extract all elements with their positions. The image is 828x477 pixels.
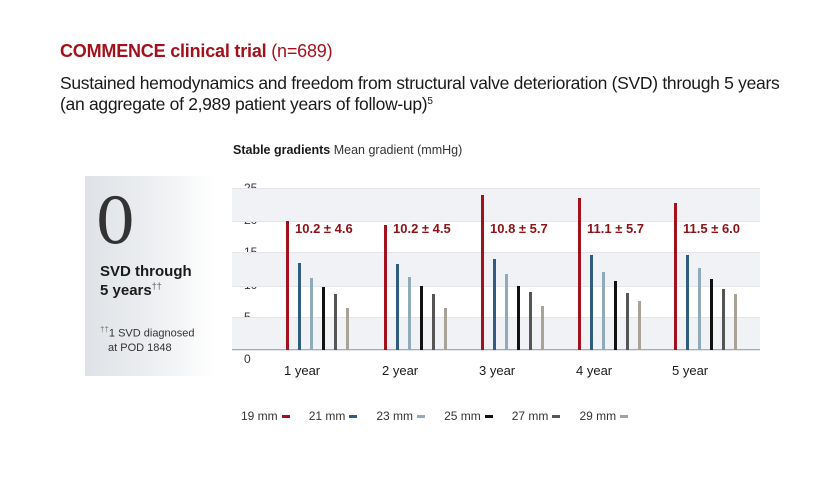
- svd-summary-panel: [85, 176, 215, 376]
- bar-29mm-4-year: [638, 301, 641, 350]
- legend-item-23mm: 23 mm: [376, 409, 426, 423]
- legend-item-21mm: 21 mm: [309, 409, 358, 423]
- x-tick-label: 5 year: [672, 363, 709, 378]
- grid-band: [232, 188, 760, 223]
- legend-item-27mm: 27 mm: [512, 409, 561, 423]
- bar-29mm-1-year: [346, 308, 349, 350]
- svd-note-line1: 1 SVD diagnosed: [108, 327, 195, 340]
- x-tick-label: 3 year: [479, 363, 516, 378]
- page-subtitle: Sustained hemodynamics and freedom from …: [60, 73, 800, 115]
- svd-label-line1: SVD through: [100, 263, 192, 280]
- x-tick-label: 2 year: [382, 363, 419, 378]
- bar-29mm-2-year: [444, 308, 447, 350]
- legend-label: 19 mm: [241, 409, 278, 423]
- bar-25mm-3-year: [517, 286, 520, 350]
- footnote-mark: ††: [100, 325, 109, 334]
- bar-21mm-4-year: [590, 254, 593, 350]
- bar-23mm-2-year: [408, 277, 411, 350]
- mean-gradient-annotation: 10.2 ± 4.6: [295, 221, 353, 236]
- title-sample-size: (n=689): [271, 41, 333, 61]
- bar-27mm-5-year: [722, 288, 725, 350]
- chart-title: Stable gradients: [233, 143, 331, 157]
- subtitle-text: Sustained hemodynamics and freedom from …: [60, 73, 780, 114]
- legend-label: 21 mm: [308, 409, 346, 423]
- bar-21mm-3-year: [493, 259, 496, 350]
- bar-19mm-5-year: [674, 203, 677, 350]
- bar-21mm-2-year: [396, 263, 399, 350]
- title-trial-name: COMMENCE clinical trial: [60, 41, 267, 61]
- legend-swatch-icon: [620, 414, 629, 418]
- bar-23mm-3-year: [505, 274, 508, 350]
- legend-swatch-icon: [417, 414, 426, 418]
- bar-chart-plot: 10.2 ± 4.6 10.2 ± 4.5 10.8 ± 5.7 11.1 ± 5.7…: [232, 175, 762, 351]
- subtitle-reference: 5: [427, 96, 433, 107]
- bar-25mm-2-year: [420, 286, 423, 350]
- svd-footnote: ††1 SVD diagnosed at POD 1848: [100, 323, 195, 355]
- chart-axis-title: Mean gradient (mmHg): [333, 143, 463, 157]
- bar-29mm-3-year: [541, 306, 544, 350]
- mean-gradient-annotation: 11.5 ± 6.0: [683, 221, 741, 236]
- footnote-mark: ††: [151, 281, 162, 291]
- bar-27mm-4-year: [626, 292, 629, 350]
- legend-item-29mm: 29 mm: [579, 409, 629, 423]
- legend-label: 27 mm: [511, 409, 549, 423]
- bar-19mm-1-year: [286, 221, 289, 350]
- svd-label: SVD through 5 years††: [100, 262, 192, 300]
- x-axis-line: [232, 349, 760, 350]
- legend-label: 29 mm: [579, 409, 617, 423]
- bar-27mm-1-year: [334, 293, 337, 350]
- x-tick-label: 1 year: [284, 363, 321, 378]
- bar-27mm-3-year: [529, 292, 532, 350]
- bar-23mm-1-year: [310, 277, 313, 350]
- y-tick-label: 0: [244, 352, 251, 366]
- legend-item-19mm: 19 mm: [241, 409, 290, 423]
- mean-gradient-annotation: 10.8 ± 5.7: [490, 221, 548, 236]
- legend-swatch-icon: [552, 414, 561, 418]
- bar-21mm-5-year: [686, 254, 689, 350]
- bar-29mm-5-year: [734, 293, 737, 350]
- bar-19mm-4-year: [578, 198, 581, 350]
- grid-band: [232, 316, 760, 351]
- bar-19mm-3-year: [481, 194, 484, 350]
- bar-19mm-2-year: [384, 225, 387, 350]
- bar-23mm-4-year: [602, 272, 605, 350]
- bar-25mm-4-year: [614, 281, 617, 350]
- bar-23mm-5-year: [698, 268, 701, 350]
- svd-label-line2: 5 years: [100, 282, 152, 299]
- legend-swatch-icon: [349, 414, 358, 418]
- grid-band: [232, 252, 760, 287]
- legend-label: 23 mm: [376, 409, 414, 423]
- legend-swatch-icon: [484, 414, 493, 418]
- mean-gradient-annotation: 10.2 ± 4.5: [393, 221, 451, 236]
- x-tick-label: 4 year: [576, 363, 613, 378]
- chart-heading: Stable gradients Mean gradient (mmHg): [233, 143, 462, 157]
- mean-gradient-annotation: 11.1 ± 5.7: [587, 221, 645, 236]
- bar-25mm-5-year: [710, 279, 713, 350]
- legend-swatch-icon: [281, 414, 290, 418]
- legend-item-25mm: 25 mm: [444, 409, 493, 423]
- page-title: COMMENCE clinical trial (n=689): [60, 41, 333, 62]
- bar-27mm-2-year: [432, 293, 435, 350]
- bar-25mm-1-year: [322, 286, 325, 350]
- chart-legend: 19 mm 21 mm 23 mm 25 mm 27 mm 29 mm: [241, 409, 647, 423]
- svd-count: 0: [95, 185, 136, 259]
- svd-note-line2: at POD 1848: [108, 341, 172, 354]
- legend-label: 25 mm: [444, 409, 481, 423]
- bar-21mm-1-year: [298, 263, 301, 350]
